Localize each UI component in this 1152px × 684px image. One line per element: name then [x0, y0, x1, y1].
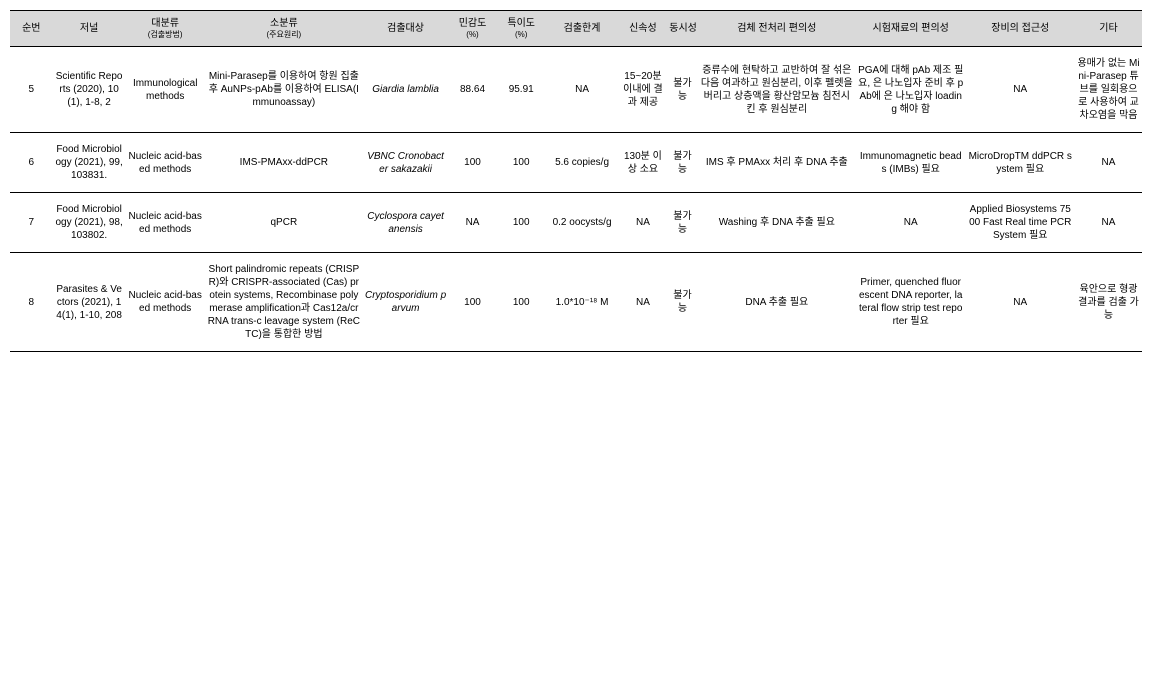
cell-speed: NA	[619, 253, 668, 352]
cell-spec: 100	[497, 133, 546, 193]
col-simul: 동시성	[667, 11, 697, 47]
cell-speed: NA	[619, 193, 668, 253]
cell-etc: NA	[1075, 193, 1142, 253]
col-major: 대분류(검출방법)	[126, 11, 205, 47]
cell-minor: Mini-Parasep를 이용하여 항원 집출 후 AuNPs-pAb를 이용…	[205, 47, 363, 133]
cell-etc: 육안으로 형광결과를 검출 가능	[1075, 253, 1142, 352]
cell-target: Giardia lamblia	[363, 47, 448, 133]
col-prep: 검체 전처리 편의성	[698, 11, 856, 47]
cell-journal: Food Microbiology (2021), 99, 103831.	[53, 133, 126, 193]
table-row: 6Food Microbiology (2021), 99, 103831.Nu…	[10, 133, 1142, 193]
cell-target: Cryptosporidium parvum	[363, 253, 448, 352]
cell-material: Immunomagnetic beads (IMBs) 필요	[856, 133, 966, 193]
cell-equip: NA	[965, 47, 1075, 133]
cell-sens: NA	[448, 193, 497, 253]
cell-prep: Washing 후 DNA 추출 필요	[698, 193, 856, 253]
cell-sens: 88.64	[448, 47, 497, 133]
cell-spec: 95.91	[497, 47, 546, 133]
cell-speed: 130분 이상 소요	[619, 133, 668, 193]
cell-major: Nucleic acid-based methods	[126, 253, 205, 352]
col-journal: 저널	[53, 11, 126, 47]
col-speed: 신속성	[619, 11, 668, 47]
table-row: 5Scientific Reports (2020), 10(1), 1-8, …	[10, 47, 1142, 133]
cell-material: Primer, quenched fluorescent DNA reporte…	[856, 253, 966, 352]
cell-journal: Parasites & Vectors (2021), 14(1), 1-10,…	[53, 253, 126, 352]
cell-prep: 증류수에 현탁하고 교반하여 잘 섞은 다음 여과하고 원심분리, 이후 펠렛을…	[698, 47, 856, 133]
cell-major: Nucleic acid-based methods	[126, 133, 205, 193]
cell-minor: qPCR	[205, 193, 363, 253]
cell-sens: 100	[448, 133, 497, 193]
cell-spec: 100	[497, 193, 546, 253]
cell-etc: NA	[1075, 133, 1142, 193]
col-limit: 검출한계	[546, 11, 619, 47]
cell-simul: 불가능	[667, 47, 697, 133]
cell-num: 7	[10, 193, 53, 253]
cell-num: 6	[10, 133, 53, 193]
col-material: 시험재료의 편의성	[856, 11, 966, 47]
cell-major: Nucleic acid-based methods	[126, 193, 205, 253]
cell-limit: 0.2 oocysts/g	[546, 193, 619, 253]
col-target: 검출대상	[363, 11, 448, 47]
cell-simul: 불가능	[667, 253, 697, 352]
cell-equip: NA	[965, 253, 1075, 352]
cell-speed: 15~20분 이내에 결과 제공	[619, 47, 668, 133]
cell-limit: NA	[546, 47, 619, 133]
cell-num: 8	[10, 253, 53, 352]
cell-target: VBNC Cronobacter sakazakii	[363, 133, 448, 193]
table-row: 8Parasites & Vectors (2021), 14(1), 1-10…	[10, 253, 1142, 352]
cell-simul: 불가능	[667, 133, 697, 193]
cell-journal: Scientific Reports (2020), 10(1), 1-8, 2	[53, 47, 126, 133]
cell-limit: 5.6 copies/g	[546, 133, 619, 193]
cell-limit: 1.0*10⁻¹⁸ M	[546, 253, 619, 352]
cell-prep: DNA 추출 필요	[698, 253, 856, 352]
table-body: 5Scientific Reports (2020), 10(1), 1-8, …	[10, 47, 1142, 352]
cell-equip: Applied Biosystems 7500 Fast Real time P…	[965, 193, 1075, 253]
table-row: 7Food Microbiology (2021), 98, 103802.Nu…	[10, 193, 1142, 253]
cell-material: PGA에 대해 pAb 제조 필요, 은 나노입자 준비 후 pAb에 은 나노…	[856, 47, 966, 133]
cell-spec: 100	[497, 253, 546, 352]
cell-etc: 용매가 없는 Mini-Parasep 튜브를 일회용으로 사용하여 교차오염을…	[1075, 47, 1142, 133]
col-num: 순번	[10, 11, 53, 47]
cell-journal: Food Microbiology (2021), 98, 103802.	[53, 193, 126, 253]
cell-equip: MicroDropTM ddPCR system 필요	[965, 133, 1075, 193]
cell-minor: IMS-PMAxx-ddPCR	[205, 133, 363, 193]
cell-major: Immunological methods	[126, 47, 205, 133]
cell-simul: 불가능	[667, 193, 697, 253]
cell-target: Cyclospora cayetanensis	[363, 193, 448, 253]
col-etc: 기타	[1075, 11, 1142, 47]
cell-num: 5	[10, 47, 53, 133]
cell-prep: IMS 후 PMAxx 처리 후 DNA 추출	[698, 133, 856, 193]
col-minor: 소분류(주요원리)	[205, 11, 363, 47]
table-header: 순번 저널 대분류(검출방법) 소분류(주요원리) 검출대상 민감도(%) 특이…	[10, 11, 1142, 47]
col-sens: 민감도(%)	[448, 11, 497, 47]
col-equip: 장비의 접근성	[965, 11, 1075, 47]
data-table: 순번 저널 대분류(검출방법) 소분류(주요원리) 검출대상 민감도(%) 특이…	[10, 10, 1142, 352]
cell-material: NA	[856, 193, 966, 253]
cell-minor: Short palindromic repeats (CRISPR)와 CRIS…	[205, 253, 363, 352]
col-spec: 특이도(%)	[497, 11, 546, 47]
cell-sens: 100	[448, 253, 497, 352]
